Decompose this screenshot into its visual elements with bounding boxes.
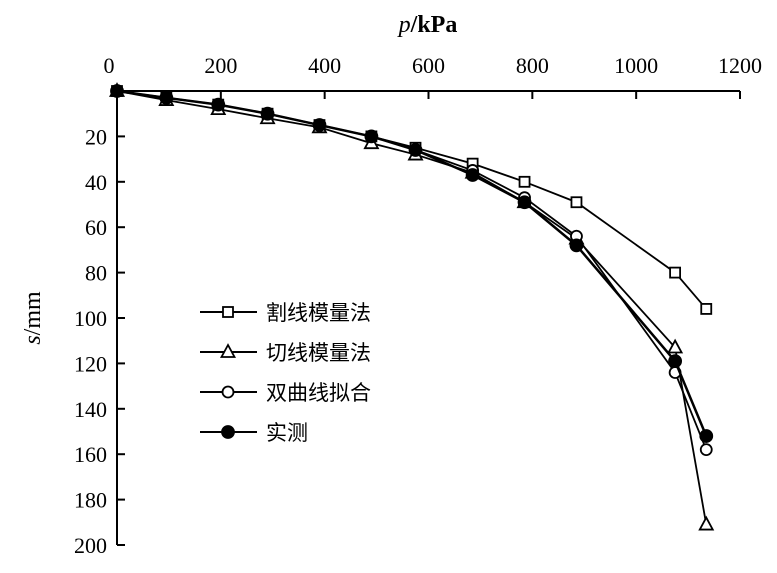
series-line bbox=[116, 89, 708, 437]
legend-marker bbox=[219, 343, 237, 358]
data-point bbox=[569, 238, 584, 253]
x-tick-label: 200 bbox=[204, 53, 237, 78]
data-point bbox=[465, 168, 480, 182]
data-point bbox=[699, 429, 714, 443]
y-tick-label: 140 bbox=[74, 397, 107, 422]
data-point bbox=[700, 303, 713, 315]
x-tick-label: 0 bbox=[104, 53, 115, 78]
y-axis-title: s/mm bbox=[20, 291, 46, 345]
x-tick-label: 1200 bbox=[718, 53, 762, 78]
data-point bbox=[517, 195, 532, 210]
x-axis-title: p/kPa bbox=[397, 12, 458, 38]
legend-item: 割线模量法 bbox=[200, 301, 371, 325]
legend-item: 实测 bbox=[200, 421, 308, 445]
series-line bbox=[116, 90, 708, 525]
legend-marker bbox=[222, 306, 234, 318]
legend-label: 割线模量法 bbox=[266, 301, 371, 325]
data-point bbox=[364, 129, 379, 144]
data-point bbox=[570, 196, 583, 209]
data-point bbox=[668, 354, 683, 369]
legend-label: 双曲线拟合 bbox=[266, 381, 371, 405]
data-point bbox=[260, 106, 275, 121]
y-tick-label: 40 bbox=[85, 170, 107, 195]
legend-label: 实测 bbox=[266, 421, 308, 445]
data-point bbox=[408, 143, 423, 157]
legend-item: 双曲线拟合 bbox=[200, 381, 371, 405]
data-point bbox=[699, 443, 713, 457]
data-point bbox=[211, 97, 226, 112]
x-tick-label: 400 bbox=[308, 53, 341, 78]
series-line bbox=[116, 90, 707, 310]
series-3 bbox=[110, 84, 714, 443]
series-2 bbox=[110, 84, 713, 457]
series-0 bbox=[111, 85, 713, 315]
data-point bbox=[110, 84, 124, 98]
legend-label: 切线模量法 bbox=[266, 341, 371, 365]
x-tick-label: 800 bbox=[516, 53, 549, 78]
data-point bbox=[669, 266, 682, 279]
data-point bbox=[159, 90, 174, 105]
data-point bbox=[698, 515, 715, 531]
legend-marker bbox=[221, 425, 235, 439]
data-point bbox=[312, 118, 327, 132]
data-point bbox=[518, 175, 531, 188]
y-tick-label: 180 bbox=[74, 488, 107, 513]
y-tick-label: 160 bbox=[74, 442, 107, 467]
legend-item: 切线模量法 bbox=[200, 341, 371, 365]
y-tick-label: 100 bbox=[74, 306, 107, 331]
y-tick-label: 120 bbox=[74, 351, 107, 376]
y-tick-label: 60 bbox=[85, 215, 107, 240]
y-tick-label: 20 bbox=[85, 124, 107, 149]
legend-marker bbox=[221, 385, 235, 399]
x-tick-label: 600 bbox=[412, 53, 445, 78]
data-point bbox=[667, 338, 684, 354]
y-tick-label: 80 bbox=[85, 261, 107, 286]
y-tick-label: 200 bbox=[74, 533, 107, 558]
x-tick-label: 1000 bbox=[614, 53, 658, 78]
